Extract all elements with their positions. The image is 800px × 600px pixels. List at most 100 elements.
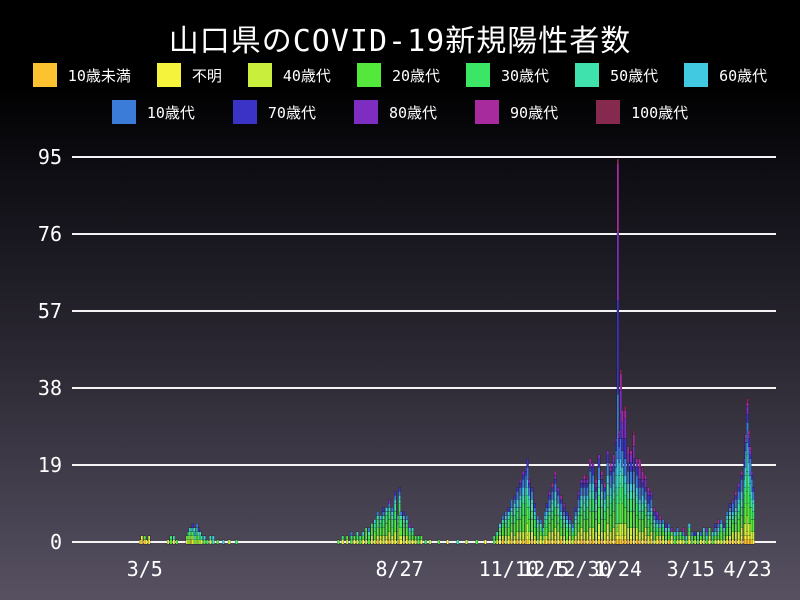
bar-segment-不明	[385, 539, 388, 545]
bar-segment-不明	[641, 539, 644, 545]
bar-segment-70歳代	[749, 454, 752, 460]
bar-segment-70歳代	[653, 511, 656, 516]
bar-segment-60歳代	[606, 474, 610, 484]
bar-segment-70歳代	[594, 487, 598, 492]
bar-segment-10歳未満	[574, 539, 578, 545]
bar-segment-80歳代	[641, 478, 644, 484]
bar-segment-50歳代	[676, 531, 679, 537]
bar-segment-80歳代	[597, 454, 601, 460]
bar-segment-50歳代	[385, 511, 388, 516]
bar-segment-100歳代	[746, 397, 749, 403]
bar-segment-50歳代	[606, 482, 610, 496]
bar-segment-20歳代	[653, 531, 656, 541]
bar-segment-40歳代	[655, 535, 659, 541]
bar-segment-30歳代	[667, 531, 671, 537]
bar-segment-10歳代	[623, 458, 627, 476]
bar-segment-20歳代	[577, 523, 580, 533]
bar-segment-10歳代	[390, 507, 394, 512]
legend-row-1: 10歳未満 不明 40歳代 20歳代 30歳代 50歳代 60歳代	[0, 63, 800, 87]
bar-segment-60歳代	[510, 507, 513, 512]
bar-segment-50歳代	[388, 507, 391, 512]
bar-segment-40歳代	[594, 531, 598, 541]
bar-segment-60歳代	[737, 499, 741, 504]
bar-segment-80歳代	[612, 458, 615, 464]
bar-segment-90歳代	[623, 410, 627, 419]
legend-swatch-icon	[32, 63, 57, 87]
bar-segment-50歳代	[594, 503, 598, 512]
bar-segment-70歳代	[402, 511, 406, 516]
bar-segment-20歳代	[408, 535, 412, 541]
bar-segment-30歳代	[737, 511, 741, 520]
bar-segment-10歳代	[714, 527, 717, 533]
bar-segment-20歳代	[402, 527, 406, 537]
bar-segment-30歳代	[673, 535, 677, 541]
legend-item-60歳代: 60歳代	[684, 63, 767, 87]
bar-segment-80歳代	[629, 454, 633, 464]
bar-segment-10歳代	[376, 511, 380, 516]
bar-segment-40歳代	[373, 539, 377, 545]
bar-segment-40歳代	[521, 531, 525, 541]
bar-segment-10歳代	[612, 470, 615, 484]
bar-segment-70歳代	[559, 499, 563, 504]
bar-segment-80歳代	[746, 405, 749, 415]
bar-segment-40歳代	[465, 539, 468, 545]
bar-segment-30歳代	[711, 535, 714, 541]
bar-segment-30歳代	[364, 527, 368, 533]
bar-segment-不明	[353, 539, 356, 545]
bar-segment-20歳代	[411, 535, 414, 541]
bar-segment-10歳代	[705, 531, 709, 537]
bar-segment-40歳代	[428, 539, 432, 545]
bar-segment-不明	[393, 539, 397, 545]
bar-segment-90歳代	[641, 470, 644, 480]
bar-segment-30歳代	[516, 511, 519, 520]
bar-segment-60歳代	[653, 519, 656, 524]
bar-segment-40歳代	[388, 531, 391, 541]
bar-segment-10歳未満	[521, 539, 525, 545]
bar-segment-10歳代	[551, 491, 554, 500]
bar-segment-50歳代	[376, 515, 380, 520]
bar-segment-20歳代	[414, 535, 417, 541]
bar-segment-70歳代	[393, 491, 397, 496]
bar-segment-80歳代	[623, 418, 627, 439]
bar-segment-50歳代	[504, 519, 508, 524]
bar-segment-40歳代	[393, 531, 397, 541]
bar-segment-不明	[635, 535, 639, 541]
bar-segment-60歳代	[600, 491, 604, 500]
bar-segment-70歳代	[586, 482, 589, 488]
legend-label: 20歳代	[391, 66, 440, 85]
bar-segment-40歳代	[719, 539, 723, 545]
bar-segment-70歳代	[609, 470, 612, 476]
bar-segment-不明	[420, 539, 423, 545]
bar-segment-100歳代	[586, 474, 589, 480]
bar-segment-90歳代	[619, 373, 623, 391]
bar-segment-90歳代	[626, 446, 630, 456]
bar-segment-30歳代	[722, 531, 726, 537]
bar-segment-20歳代	[475, 539, 479, 545]
legend-label: 80歳代	[388, 103, 438, 122]
bar-segment-30歳代	[661, 527, 665, 533]
legend-swatch-icon	[475, 100, 500, 124]
bar-segment-80歳代	[650, 491, 653, 496]
bar-segment-100歳代	[619, 369, 623, 375]
bar-segment-不明	[539, 539, 543, 545]
bar-segment-40歳代	[536, 539, 540, 545]
bar-segment-30歳代	[370, 523, 374, 529]
bar-segment-80歳代	[638, 466, 642, 480]
bar-segment-不明	[699, 539, 703, 545]
legend-swatch-icon	[596, 100, 621, 124]
bar-segment-70歳代	[591, 466, 595, 476]
bar-segment-40歳代	[737, 531, 741, 541]
legend: 10歳未満 不明 40歳代 20歳代 30歳代 50歳代 60歳代 10歳代 70歳代 80歳代…	[0, 63, 800, 124]
bar-segment-20歳代	[358, 539, 362, 545]
bar-segment-60歳代	[752, 499, 755, 504]
bar-segment-20歳代	[539, 531, 543, 537]
bar-segment-60歳代	[565, 519, 569, 524]
bar-segment-80歳代	[388, 499, 391, 504]
bar-segment-10歳代	[516, 491, 519, 500]
bar-segment-80歳代	[670, 527, 674, 533]
bar-segment-30歳代	[734, 515, 738, 524]
bar-segment-10歳未満	[638, 539, 642, 545]
bar-segment-70歳代	[655, 515, 659, 520]
bar-segment-60歳代	[408, 527, 412, 533]
bar-segment-20歳代	[740, 515, 743, 529]
